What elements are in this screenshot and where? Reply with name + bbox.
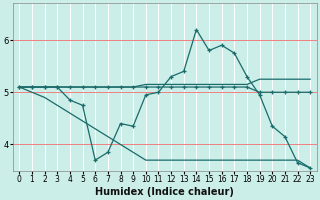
- X-axis label: Humidex (Indice chaleur): Humidex (Indice chaleur): [95, 187, 234, 197]
